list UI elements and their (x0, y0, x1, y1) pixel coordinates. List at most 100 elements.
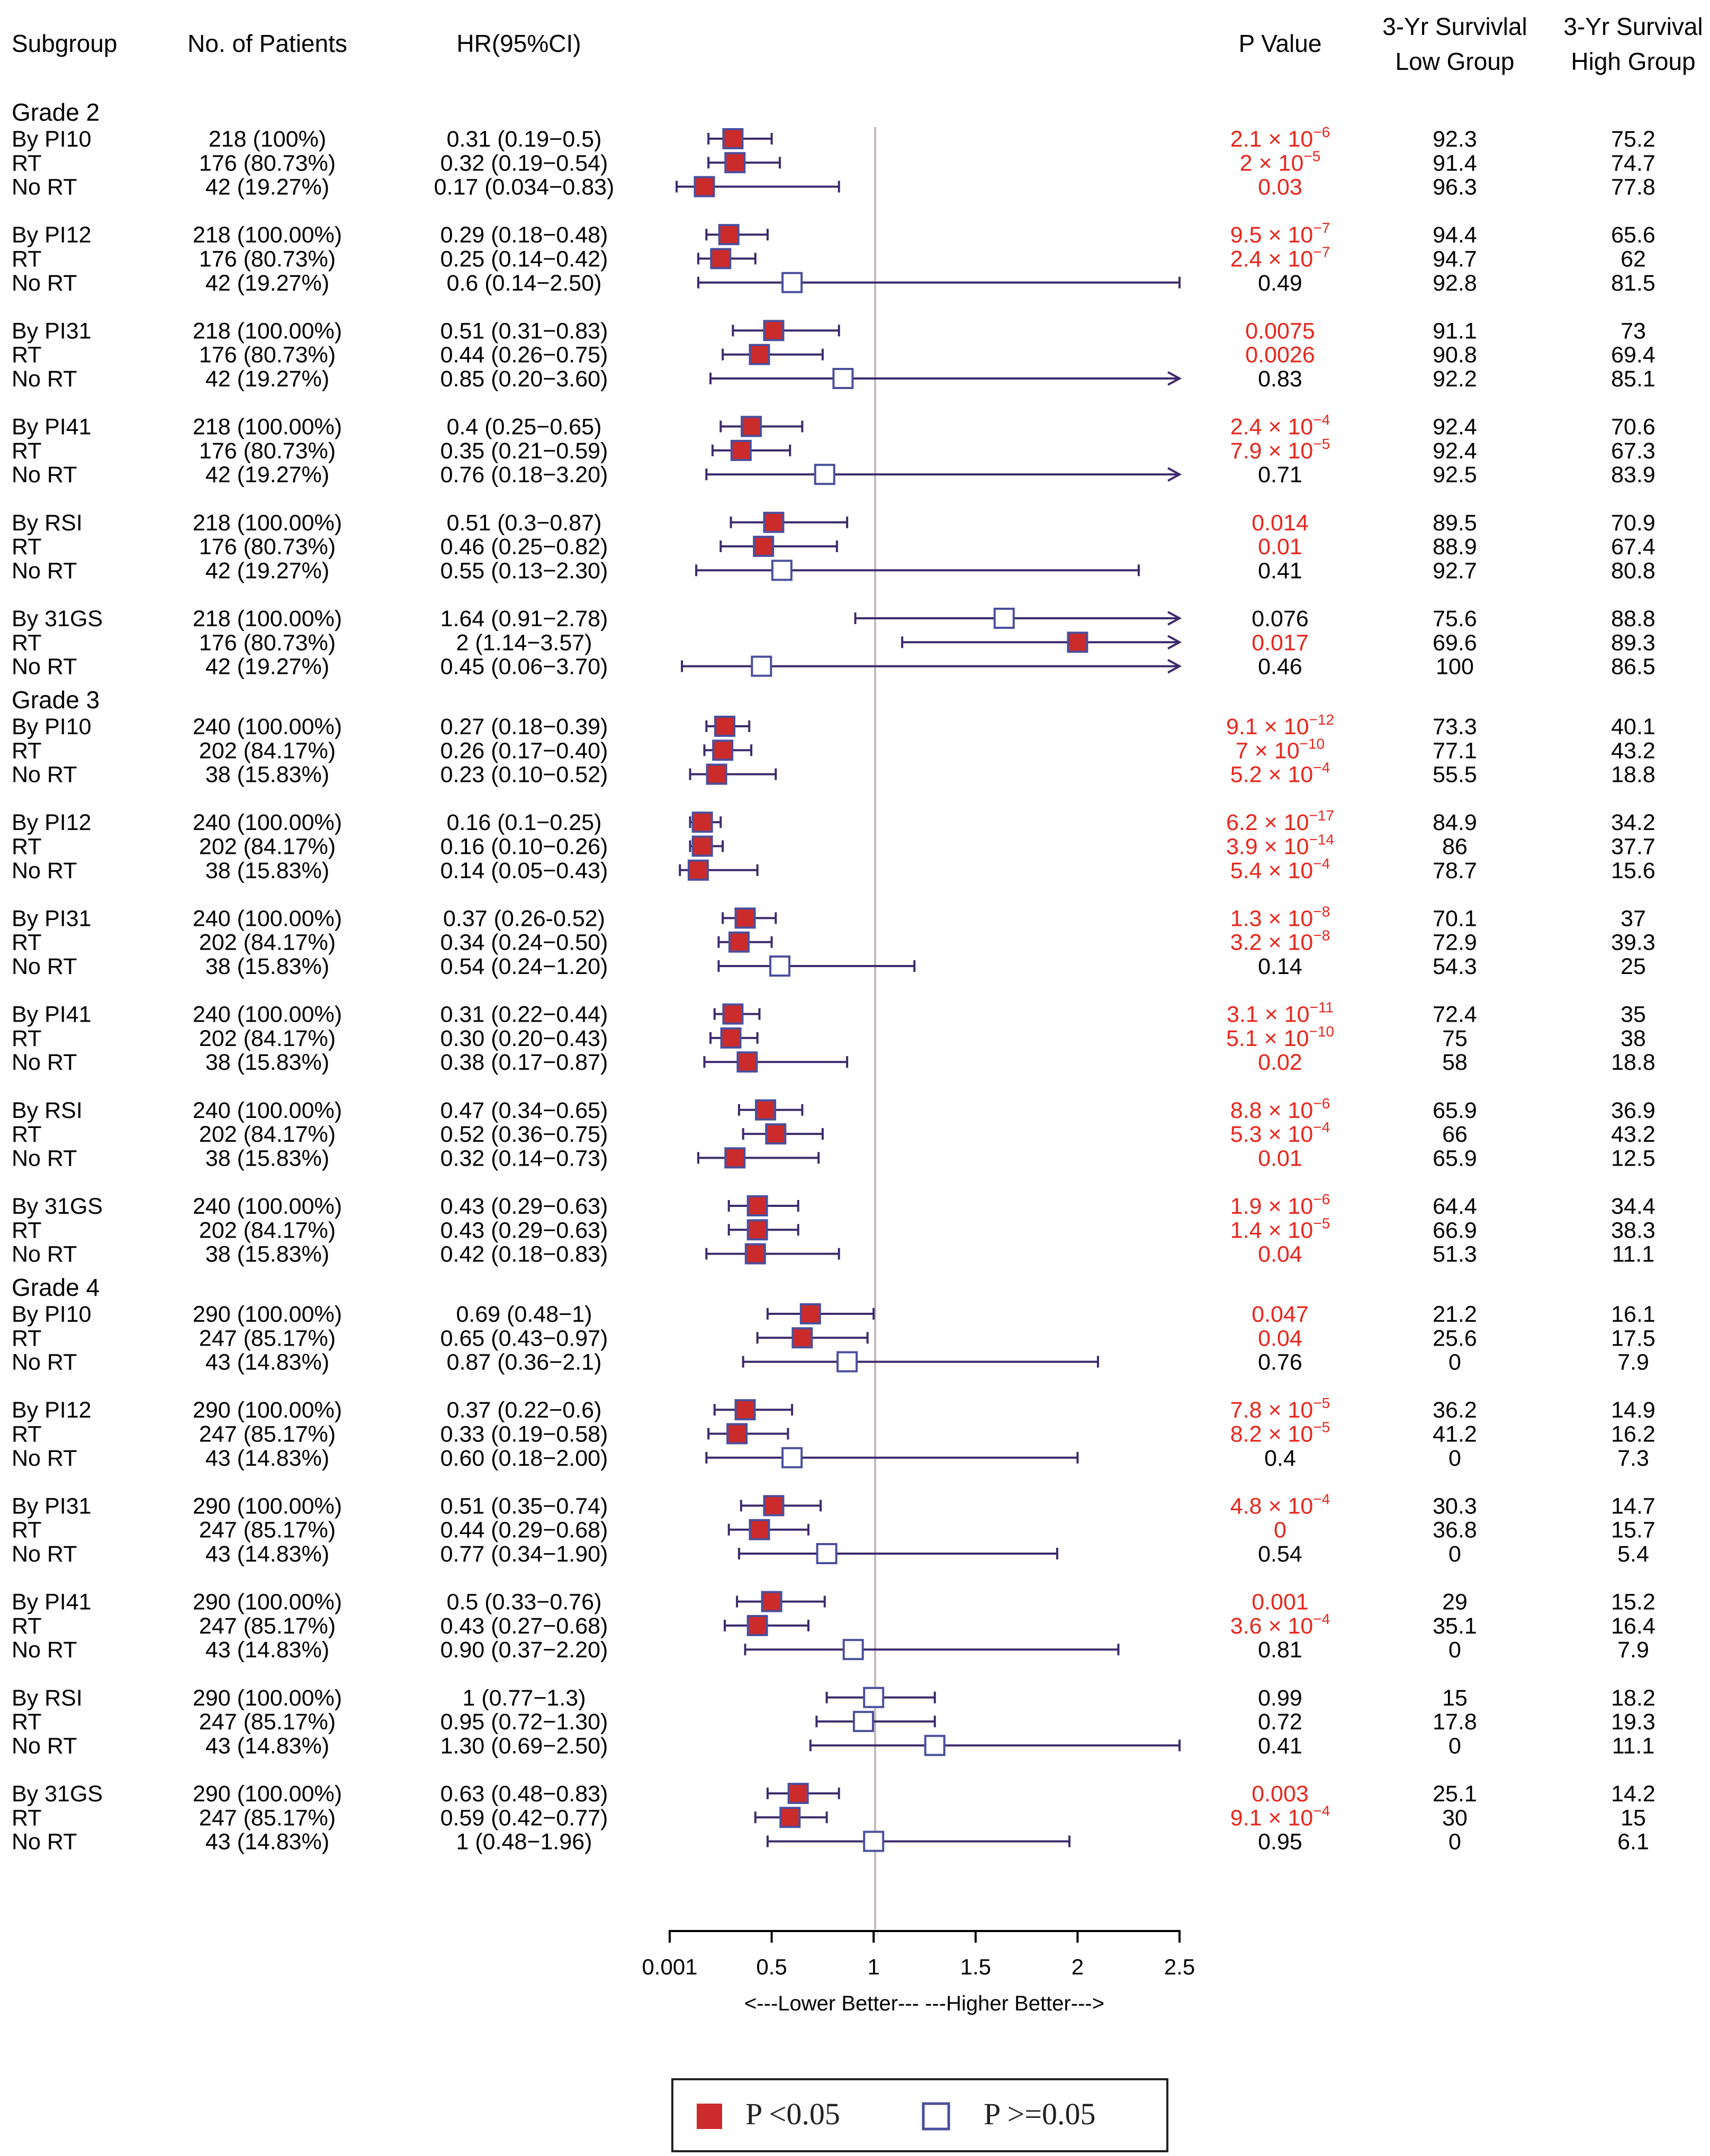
row-label: RT (12, 1518, 42, 1543)
ci-arrow (1167, 658, 1182, 674)
table-row: RT 176 (80.73%) 0.46 (0.25−0.82) 0.01 88.9 67… (12, 534, 1655, 560)
table-row: RT 247 (85.17%) 0.59 (0.42−0.77) 9.1 × 10−4… (12, 1802, 1646, 1830)
p-value: 6.2 × 10−17 (1226, 807, 1334, 835)
patients-value: 218 (100.00%) (193, 222, 342, 248)
table-row: By PI10 240 (100.00%) 0.27 (0.18−0.39) 9.1 … (12, 711, 1655, 739)
table-row: No RT 42 (19.27%) 0.85 (0.20−3.60) 0.83 92.2… (12, 366, 1655, 392)
low-group-survival: 88.9 (1433, 534, 1477, 560)
patients-value: 202 (84.17%) (199, 1026, 336, 1051)
hr-ci-value: 0.77 (0.34−1.90) (440, 1541, 608, 1567)
table-row: No RT 42 (19.27%) 0.17 (0.034−0.83) 0.03 96.… (12, 175, 1655, 200)
low-group-survival: 36.2 (1433, 1397, 1477, 1423)
high-group-survival: 43.2 (1611, 738, 1655, 763)
hr-ci-value: 0.16 (0.1−0.25) (447, 810, 602, 835)
grade-label: Grade 4 (12, 1274, 100, 1301)
p-value: 0.0075 (1245, 318, 1315, 344)
row-label: RT (12, 1122, 42, 1147)
table-row: By PI12 218 (100.00%) 0.29 (0.18−0.48) 9.5 … (12, 220, 1655, 248)
hr-ci-value: 0.30 (0.20−0.43) (440, 1026, 608, 1051)
low-group-survival: 94.4 (1433, 222, 1477, 248)
patients-value: 38 (15.83%) (205, 762, 329, 788)
row-label: No RT (12, 270, 77, 296)
hr-ci-value: 0.51 (0.31−0.83) (440, 318, 608, 344)
hr-marker-significant (787, 1783, 809, 1804)
p-value: 0.41 (1258, 1733, 1302, 1758)
hr-marker-significant (749, 1519, 770, 1540)
low-group-survival: 78.7 (1433, 858, 1477, 883)
axis-caption: <---Lower Better--- ---Higher Better---> (744, 1992, 1104, 2015)
low-group-survival: 65.9 (1433, 1098, 1477, 1123)
ci-arrow (1167, 467, 1182, 482)
patients-value: 290 (100.00%) (193, 1493, 342, 1519)
hr-ci-value: 0.43 (0.29−0.63) (440, 1217, 608, 1243)
hr-marker-significant (746, 1195, 768, 1216)
table-row: By RSI 218 (100.00%) 0.51 (0.3−0.87) 0.014 8… (12, 510, 1655, 536)
table-row: By PI12 240 (100.00%) 0.16 (0.1−0.25) 6.2 ×… (12, 807, 1655, 835)
table-row: No RT 38 (15.83%) 0.42 (0.18−0.83) 0.04 51.3… (12, 1242, 1654, 1267)
hr-marker-significant (741, 416, 762, 437)
p-value: 9.1 × 10−12 (1226, 711, 1334, 739)
low-group-survival: 36.8 (1433, 1518, 1477, 1543)
high-group-survival: 16.1 (1611, 1302, 1655, 1327)
row-label: By PI12 (12, 1397, 92, 1423)
row-label: By PI12 (12, 810, 92, 835)
row-label: No RT (12, 1242, 77, 1267)
hr-ci-value: 0.90 (0.37−2.20) (440, 1637, 608, 1663)
patients-value: 42 (19.27%) (205, 654, 329, 680)
row-label: No RT (12, 558, 77, 583)
hr-ci-value: 0.32 (0.19−0.54) (440, 150, 608, 176)
low-group-survival: 30 (1442, 1805, 1468, 1830)
high-group-survival: 35 (1621, 1002, 1646, 1027)
hr-ci-value: 0.27 (0.18−0.39) (440, 714, 608, 739)
hr-ci-value: 0.4 (0.25−0.65) (447, 414, 602, 440)
low-group-survival: 75.6 (1433, 606, 1477, 632)
row-label: By PI41 (12, 1590, 92, 1615)
hr-ci-value: 0.42 (0.18−0.83) (440, 1242, 608, 1267)
high-group-survival: 80.8 (1611, 558, 1655, 583)
high-group-survival: 7.9 (1617, 1637, 1649, 1663)
row-label: No RT (12, 954, 77, 979)
hr-ci-value: 0.76 (0.18−3.20) (440, 462, 608, 488)
p-value: 8.8 × 10−6 (1230, 1095, 1330, 1123)
hr-ci-value: 0.6 (0.14−2.50) (447, 270, 602, 296)
low-group-survival: 100 (1436, 654, 1474, 680)
p-value: 0.4 (1264, 1446, 1296, 1471)
hr-marker-significant (753, 536, 775, 557)
row-label: By PI10 (12, 1302, 92, 1327)
axis-tick-label: 0.001 (642, 1954, 697, 1979)
p-value: 0.04 (1258, 1325, 1302, 1351)
high-group-survival: 34.4 (1611, 1194, 1655, 1219)
low-group-survival: 94.7 (1433, 247, 1477, 272)
table-row: RT 176 (80.73%) 2 (1.14−3.57) 0.017 69.6 89.3 (12, 630, 1655, 655)
patients-value: 42 (19.27%) (205, 270, 329, 296)
low-group-survival: 92.8 (1433, 270, 1477, 296)
patients-value: 38 (15.83%) (205, 1145, 329, 1171)
patients-value: 42 (19.27%) (205, 366, 329, 392)
patients-value: 290 (100.00%) (193, 1590, 342, 1615)
row-label: By PI31 (12, 906, 92, 931)
hr-ci-value: 0.23 (0.10−0.52) (440, 762, 608, 788)
patients-value: 43 (14.83%) (205, 1350, 329, 1375)
patients-value: 43 (14.83%) (205, 1446, 329, 1471)
grade-label: Grade 3 (12, 686, 100, 714)
hr-ci-value: 0.54 (0.24−1.20) (440, 954, 608, 979)
hr-ci-value: 1 (0.48−1.96) (456, 1829, 592, 1855)
table-row: No RT 43 (14.83%) 1 (0.48−1.96) 0.95 0 6.1 (12, 1829, 1649, 1855)
p-value: 0.95 (1258, 1829, 1302, 1855)
hr-marker-significant (734, 907, 756, 929)
table-row: No RT 43 (14.83%) 0.77 (0.34−1.90) 0.54 0 5.4 (12, 1541, 1649, 1567)
hr-marker-nonsignificant (751, 655, 772, 677)
table-row: RT 202 (84.17%) 0.16 (0.10−0.26) 3.9 × 10−1… (12, 832, 1655, 860)
low-group-survival: 15 (1442, 1685, 1468, 1711)
hr-ci-value: 0.60 (0.18−2.00) (440, 1446, 608, 1471)
hr-ci-value: 0.95 (0.72−1.30) (440, 1709, 608, 1735)
p-value: 0.01 (1258, 1145, 1302, 1171)
patients-value: 247 (85.17%) (199, 1518, 336, 1543)
hr-ci-value: 0.17 (0.034−0.83) (434, 175, 615, 200)
row-label: By PI31 (12, 1493, 92, 1519)
hr-marker-nonsignificant (832, 368, 854, 389)
p-value: 2.4 × 10−4 (1230, 412, 1330, 440)
row-label: By PI10 (12, 127, 92, 152)
hr-ci-value: 0.29 (0.18−0.48) (440, 222, 608, 248)
patients-value: 218 (100.00%) (193, 414, 342, 440)
